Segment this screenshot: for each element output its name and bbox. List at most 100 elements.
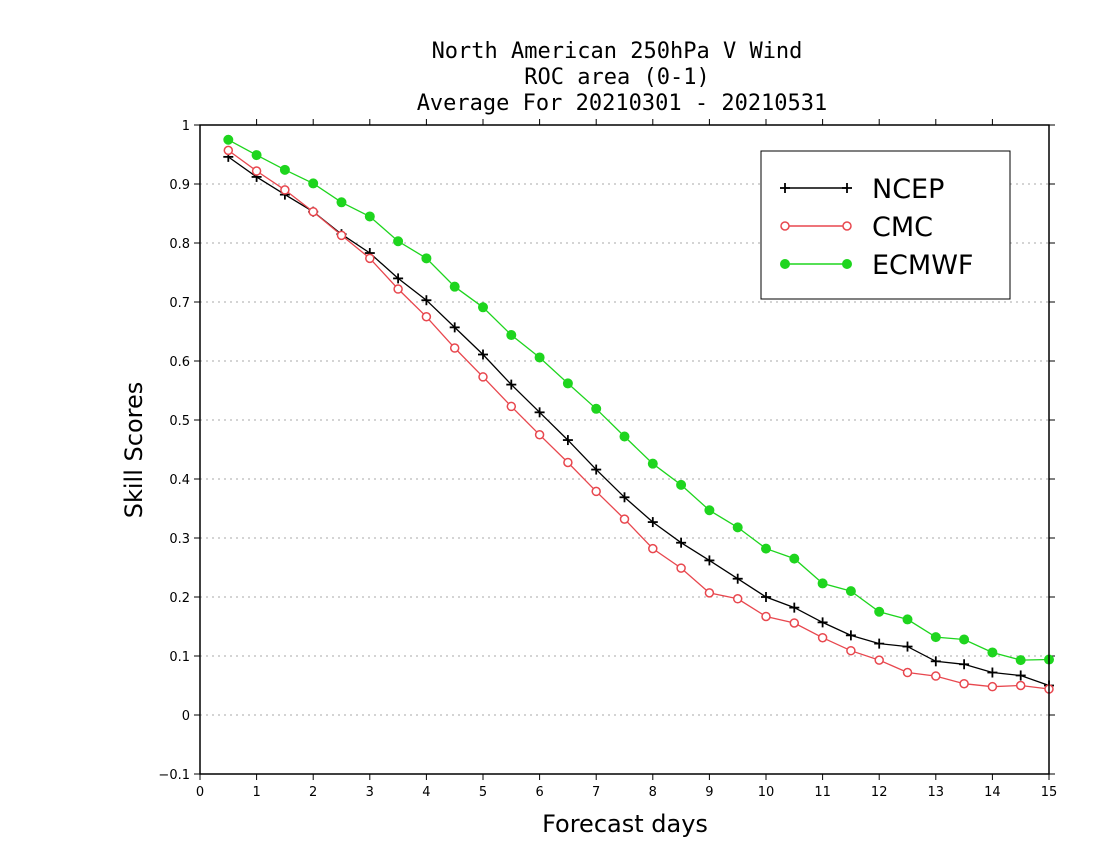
legend-marker-cmc [842, 221, 852, 231]
data-point-ecmwf [421, 253, 432, 264]
data-point-ncep [845, 630, 856, 641]
series-line-ecmwf [227, 139, 1050, 661]
data-point-ecmwf [761, 543, 771, 554]
data-point-ncep [704, 555, 715, 566]
data-point-cmc [280, 185, 290, 195]
data-point-cmc [506, 401, 517, 412]
x-tick-label: 10 [758, 785, 775, 800]
x-axis-ticks: 0 1 2 3 4 5 6 7 8 9 10 11 12 13 14 15 [196, 119, 1057, 800]
data-point-ecmwf [704, 505, 715, 516]
data-point-cmc [251, 166, 262, 176]
data-point-ncep [506, 379, 517, 390]
data-point-ecmwf [930, 632, 941, 643]
data-point-cmc [874, 655, 884, 665]
y-tick-label: 0.7 [169, 296, 190, 311]
data-point-ecmwf [591, 403, 602, 414]
x-tick-label: 14 [984, 785, 1001, 800]
data-point-ecmwf [845, 586, 856, 597]
data-point-ecmwf [874, 606, 885, 617]
data-point-ecmwf [223, 134, 234, 145]
data-point-cmc [336, 230, 347, 241]
legend-swatch-cmc [780, 221, 852, 231]
x-tick-label: 6 [535, 785, 543, 800]
data-point-cmc [789, 618, 800, 628]
legend: NCEP CMC ECMWF [760, 150, 1011, 300]
y-tick-label: 0.3 [169, 532, 190, 547]
data-point-ncep [874, 638, 885, 649]
data-point-cmc [817, 632, 828, 643]
x-tick-label: 13 [928, 785, 945, 800]
data-point-cmc [449, 343, 460, 353]
legend-label-ecmwf: ECMWF [872, 250, 973, 281]
x-tick-label: 4 [422, 785, 430, 800]
data-point-ecmwf [393, 236, 404, 247]
data-point-cmc [619, 514, 630, 524]
data-point-cmc [421, 312, 432, 322]
x-tick-label: 1 [252, 785, 260, 800]
legend-marker-ecmwf [780, 259, 790, 269]
data-point-cmc [676, 563, 686, 573]
data-point-ncep [676, 537, 687, 548]
y-tick-label: 0.1 [169, 650, 190, 665]
x-tick-label: 3 [366, 785, 374, 800]
chart-title-line-3: Average For 20210301 - 20210531 [417, 91, 828, 116]
data-point-cmc [732, 594, 743, 604]
legend-marker-ecmwf [842, 259, 852, 269]
data-point-cmc [563, 457, 573, 468]
y-tick-label: 0.4 [169, 473, 190, 488]
legend-marker-ncep [842, 183, 852, 193]
chart-title-line-2: ROC area (0-1) [524, 65, 709, 90]
data-point-ecmwf [902, 614, 913, 625]
x-axis-label: Forecast days [542, 810, 708, 838]
legend-samples [780, 183, 852, 269]
data-point-ncep [449, 322, 460, 333]
data-point-cmc [1015, 680, 1026, 691]
data-point-ncep [902, 641, 913, 652]
data-point-ecmwf [506, 330, 517, 341]
data-point-ecmwf [364, 211, 375, 222]
legend-marker-ncep [780, 183, 790, 193]
data-point-ecmwf [308, 178, 319, 189]
data-point-ncep [959, 659, 970, 670]
data-point-ecmwf [449, 281, 460, 292]
data-point-ecmwf [279, 164, 290, 175]
data-point-ecmwf [959, 634, 970, 645]
series-line-cmc [227, 149, 1050, 690]
plot-series [223, 134, 1054, 694]
y-tick-label: 0.6 [169, 355, 190, 370]
series-cmc [223, 145, 1054, 694]
data-point-cmc [308, 206, 318, 217]
data-point-cmc [534, 430, 545, 440]
data-point-cmc [478, 372, 488, 382]
series-line-ncep [227, 156, 1050, 687]
legend-label-cmc: CMC [872, 212, 933, 243]
data-point-ecmwf [478, 302, 488, 313]
x-tick-label: 9 [705, 785, 713, 800]
x-tick-label: 0 [196, 785, 204, 800]
data-point-ecmwf [676, 479, 687, 490]
data-point-ecmwf [987, 647, 998, 658]
data-point-cmc [223, 145, 234, 156]
series-ncep [223, 151, 1054, 691]
data-point-ncep [1015, 670, 1026, 681]
data-point-cmc [591, 486, 601, 497]
data-point-ecmwf [1015, 655, 1026, 666]
y-tick-label: 0.5 [169, 414, 190, 429]
legend-label-ncep: NCEP [872, 174, 944, 205]
chart-title-line-1: North American 250hPa V Wind [432, 39, 803, 64]
data-point-cmc [365, 253, 375, 264]
legend-marker-cmc [780, 221, 790, 231]
data-point-ecmwf [534, 352, 545, 363]
data-point-cmc [931, 671, 941, 681]
y-tick-label: −0.1 [158, 768, 190, 783]
data-point-cmc [959, 678, 969, 689]
data-point-cmc [648, 543, 658, 554]
plot-frame [199, 124, 1050, 775]
y-axis-ticks: −0.1 0 0.1 0.2 0.3 0.4 0.5 0.6 0.7 0.8 0.9 1 [158, 119, 1055, 783]
data-point-ecmwf [336, 197, 347, 208]
legend-swatch-ecmwf [780, 259, 852, 269]
data-point-ncep [647, 517, 658, 528]
x-tick-label: 15 [1041, 785, 1058, 800]
legend-swatch-ncep [780, 183, 852, 193]
data-point-ncep [789, 602, 800, 613]
